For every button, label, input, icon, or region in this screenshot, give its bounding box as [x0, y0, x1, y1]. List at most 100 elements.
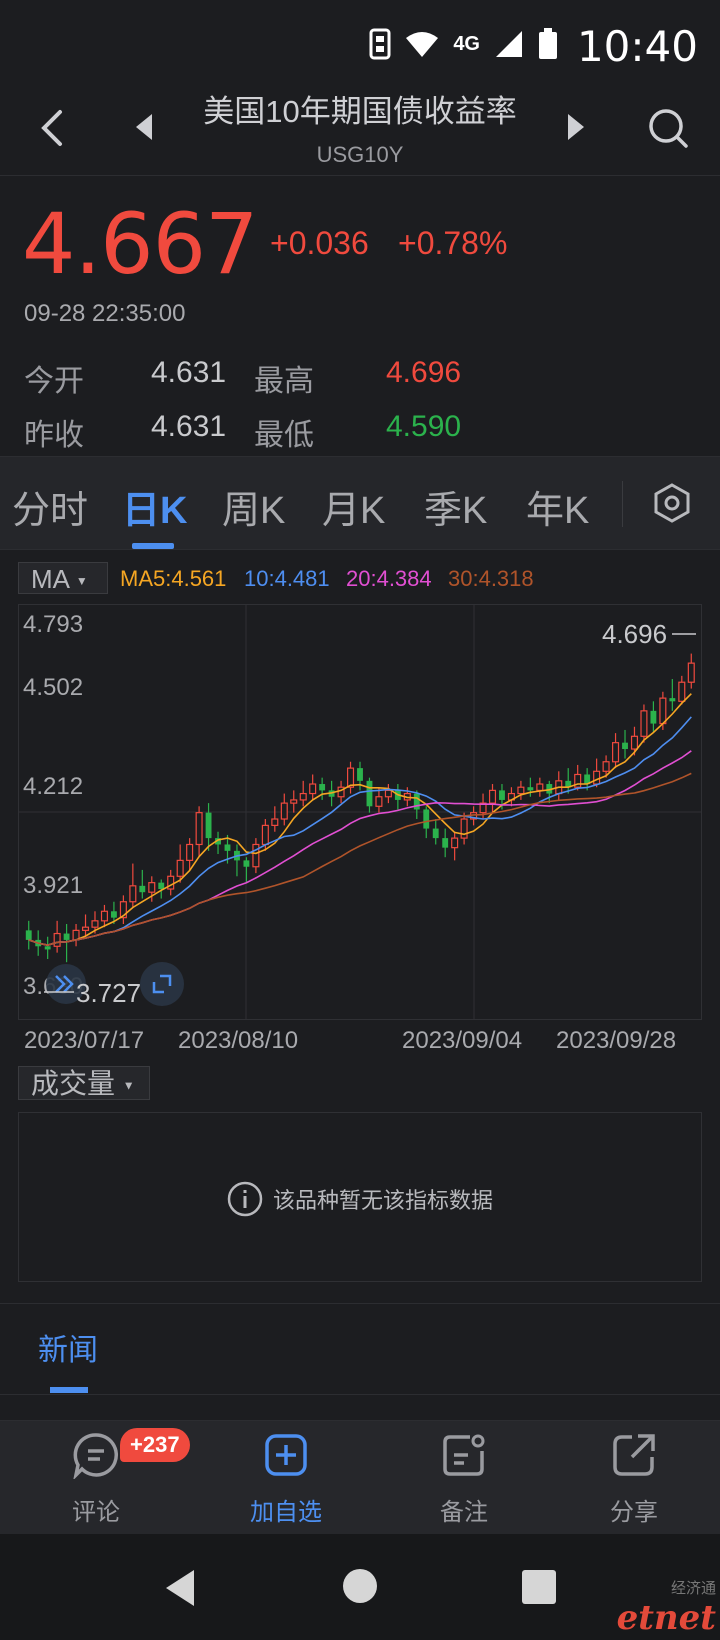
- add-to-watchlist-button[interactable]: 加自选: [226, 1431, 346, 1527]
- candle-body: [110, 911, 117, 918]
- comment-count-badge: +237: [120, 1428, 190, 1462]
- candle-body: [517, 786, 525, 795]
- candle-body: [536, 783, 544, 791]
- candle-body: [527, 787, 534, 791]
- back-arrow-icon[interactable]: [34, 106, 74, 150]
- candle-body: [176, 859, 184, 877]
- quote-timestamp: 09-28 22:35:00: [24, 300, 186, 327]
- candle-body: [630, 735, 639, 750]
- previous-symbol-icon[interactable]: [130, 110, 160, 144]
- tab-monthly-k[interactable]: 月K: [322, 490, 386, 532]
- status-bar: 4G 10:40: [0, 0, 720, 90]
- max-value-label: 4.696: [602, 619, 667, 649]
- candle-body: [602, 761, 610, 772]
- candle-body: [81, 926, 90, 931]
- candle-body: [53, 932, 61, 947]
- volume-indicator-select[interactable]: 成交量 ▼: [18, 1066, 150, 1100]
- indicator-select[interactable]: MA ▼: [18, 562, 108, 594]
- candle-body: [499, 790, 505, 800]
- candle-body: [678, 681, 686, 702]
- candle-body: [593, 770, 601, 785]
- candle-body: [167, 875, 175, 890]
- sim-card-icon: [369, 28, 391, 60]
- y-tick-label: 4.793: [23, 611, 83, 638]
- ma10-legend: 10:4.481: [244, 566, 330, 591]
- tab-yearly-k[interactable]: 年K: [526, 490, 590, 532]
- candle-body: [280, 802, 288, 820]
- candle-body: [129, 885, 137, 903]
- open-label: 今开: [24, 365, 84, 398]
- divider: [0, 1303, 720, 1304]
- volume-panel: 该品种暂无该指标数据: [18, 1112, 702, 1282]
- x-tick-label: 2023/09/04: [402, 1027, 523, 1054]
- watermark-line1: 经济通: [670, 1580, 716, 1597]
- candle-body: [309, 783, 317, 795]
- price-change: +0.036: [270, 225, 369, 261]
- active-tab-indicator: [132, 543, 174, 549]
- etnet-watermark: 经济通 etnet: [617, 1577, 716, 1638]
- period-tabs: 分时 日K 周K 月K 季K 年K: [0, 456, 720, 550]
- candle-body: [139, 885, 146, 893]
- ma5-legend: MA5:4.561: [120, 566, 227, 591]
- wifi-icon: [406, 32, 439, 57]
- candle-body: [215, 838, 221, 845]
- status-icons: 4G: [369, 28, 558, 60]
- settings-hexagon-icon[interactable]: [650, 481, 694, 525]
- nav-recents-icon[interactable]: [522, 1570, 556, 1604]
- candle-body: [243, 860, 250, 867]
- candle-body: [319, 784, 326, 791]
- scroll-back-icon[interactable]: [55, 975, 74, 993]
- candle-body: [442, 838, 449, 848]
- tab-quarterly-k[interactable]: 季K: [424, 490, 488, 532]
- network-type: 4G: [453, 32, 480, 55]
- candle-body: [205, 812, 212, 839]
- system-nav-bar: 经济通 etnet: [0, 1534, 720, 1640]
- fullscreen-icon[interactable]: [152, 974, 172, 994]
- comment-button[interactable]: 评论: [36, 1431, 156, 1527]
- candle-body: [119, 901, 127, 919]
- tab-news[interactable]: 新闻: [38, 1334, 98, 1367]
- candle-body: [261, 824, 269, 846]
- candle-body: [290, 799, 298, 804]
- page-title: 美国10年期国债收益率: [203, 94, 517, 129]
- ma5-line: [28, 693, 692, 947]
- high-label: 最高: [254, 365, 314, 398]
- tab-weekly-k[interactable]: 周K: [222, 490, 286, 532]
- news-tab-indicator: [50, 1387, 88, 1393]
- candle-body: [659, 697, 667, 725]
- price-change-percent: +0.78%: [398, 225, 508, 261]
- candle-body: [460, 818, 468, 839]
- y-tick-label: 4.502: [23, 674, 83, 701]
- nav-home-icon[interactable]: [342, 1568, 378, 1604]
- candle-body: [357, 768, 363, 781]
- volume-empty-message: 该品种暂无该指标数据: [19, 1181, 701, 1217]
- candle-body: [546, 784, 553, 794]
- last-price: 4.667: [22, 195, 258, 293]
- prev-close-value: 4.631: [151, 410, 227, 443]
- ma30-legend: 30:4.318: [448, 566, 534, 591]
- candle-body: [366, 780, 373, 807]
- search-icon[interactable]: [646, 106, 690, 150]
- note-button[interactable]: 备注: [404, 1431, 524, 1527]
- candle-body: [669, 698, 676, 702]
- candle-body: [44, 946, 51, 950]
- candle-body: [622, 742, 628, 750]
- next-symbol-icon[interactable]: [560, 110, 590, 144]
- tab-divider: [622, 481, 623, 527]
- candle-body: [574, 773, 582, 788]
- tab-intraday[interactable]: 分时: [12, 490, 89, 532]
- nav-back-icon[interactable]: [162, 1568, 198, 1608]
- watermark-logo: etnet: [616, 1598, 716, 1638]
- min-value-label: 3.727: [76, 978, 141, 1008]
- candle-body: [488, 789, 497, 804]
- share-button[interactable]: 分享: [574, 1431, 694, 1527]
- tab-daily-k[interactable]: 日K: [122, 490, 188, 532]
- candle-body: [479, 802, 487, 814]
- candle-body: [91, 920, 99, 928]
- candle-body: [271, 818, 279, 826]
- low-value: 4.590: [386, 410, 462, 443]
- candle-body: [584, 774, 591, 785]
- x-tick-label: 2023/07/17: [24, 1027, 145, 1054]
- open-value: 4.631: [151, 356, 227, 389]
